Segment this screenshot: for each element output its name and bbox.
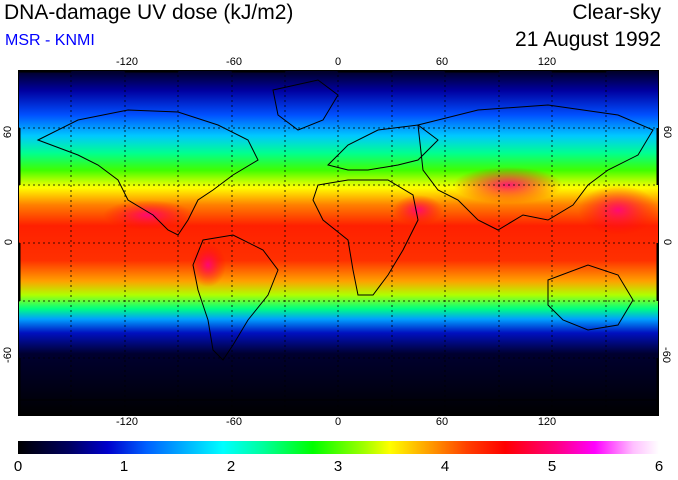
lon-tick-bottom: 60 [435, 416, 449, 428]
lon-tick-top: -60 [226, 56, 242, 68]
colorbar [18, 441, 659, 454]
date-label: 21 August 1992 [515, 28, 661, 51]
lat-tick-right: -60 [659, 347, 672, 363]
lat-tick-right: 0 [661, 238, 674, 246]
colorbar-label: 1 [119, 458, 129, 475]
map-title: DNA-damage UV dose (kJ/m2) [4, 1, 294, 24]
lon-tick-top: -120 [115, 56, 139, 68]
colorbar-label: 0 [13, 458, 23, 475]
uv-dose-map [17, 69, 660, 417]
lon-tick-bottom: 120 [537, 416, 557, 428]
lon-tick-bottom: 0 [334, 416, 342, 428]
colorbar-label: 3 [333, 458, 343, 475]
lat-tick-left: 60 [2, 125, 15, 139]
lon-tick-bottom: -60 [226, 416, 242, 428]
lat-tick-right: 60 [661, 125, 674, 139]
colorbar-label: 5 [547, 458, 557, 475]
colorbar-label: 4 [440, 458, 450, 475]
map-svg [17, 69, 660, 417]
lon-tick-bottom: -120 [115, 416, 139, 428]
condition-label: Clear-sky [572, 1, 661, 24]
lon-tick-top: 120 [537, 56, 557, 68]
lat-tick-left: 0 [3, 238, 16, 246]
lon-tick-top: 60 [435, 56, 449, 68]
colorbar-label: 6 [654, 458, 664, 475]
colorbar-label: 2 [226, 458, 236, 475]
lon-tick-top: 0 [334, 56, 342, 68]
lat-tick-left: -60 [1, 347, 14, 363]
source-label: MSR - KNMI [5, 32, 95, 49]
